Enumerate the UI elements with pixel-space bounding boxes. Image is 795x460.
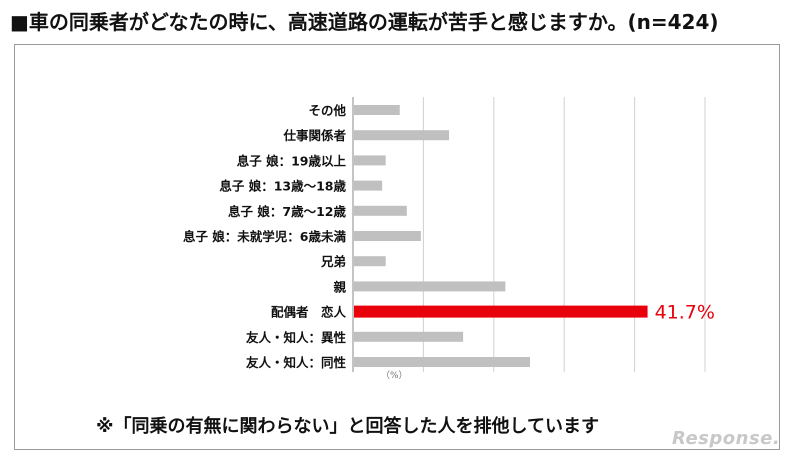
category-label: 兄弟 [320,254,346,269]
bar [354,231,421,241]
category-label: 仕事関係者 [282,128,346,143]
bar-highlight [354,305,648,318]
chart-frame [14,44,780,450]
bar [354,281,506,292]
chart-title: ■車の同乗者がどなたの時に、高速道路の運転が苦手と感じますか。(n=424) [10,10,719,34]
bar [354,357,530,367]
category-label: 配偶者 恋人 [271,305,347,320]
category-label: 息子 娘：未就学児：6歳未満 [183,229,347,244]
axis-unit-label: （%） [381,370,408,381]
bar [354,256,386,267]
category-label: 息子 娘：7歳〜12歳 [228,204,346,219]
category-label: 友人・知人：同性 [245,355,347,370]
bar [354,331,464,342]
bar [354,105,400,115]
footnote: ※「同乗の有無に関わらない」と回答した人を排他しています [96,416,599,437]
bar [354,205,407,216]
watermark-logo: Response. [672,428,781,449]
category-label: 息子 娘：19歳以上 [237,153,347,168]
bar [354,130,450,141]
bar [354,180,383,191]
bar [354,155,386,166]
category-label: 息子 娘：13歳〜18歳 [219,179,346,194]
category-label: 友人・知人：異性 [245,330,347,345]
category-label: その他 [308,103,346,118]
data-label: 41.7% [655,302,715,324]
category-label: 親 [333,279,346,294]
